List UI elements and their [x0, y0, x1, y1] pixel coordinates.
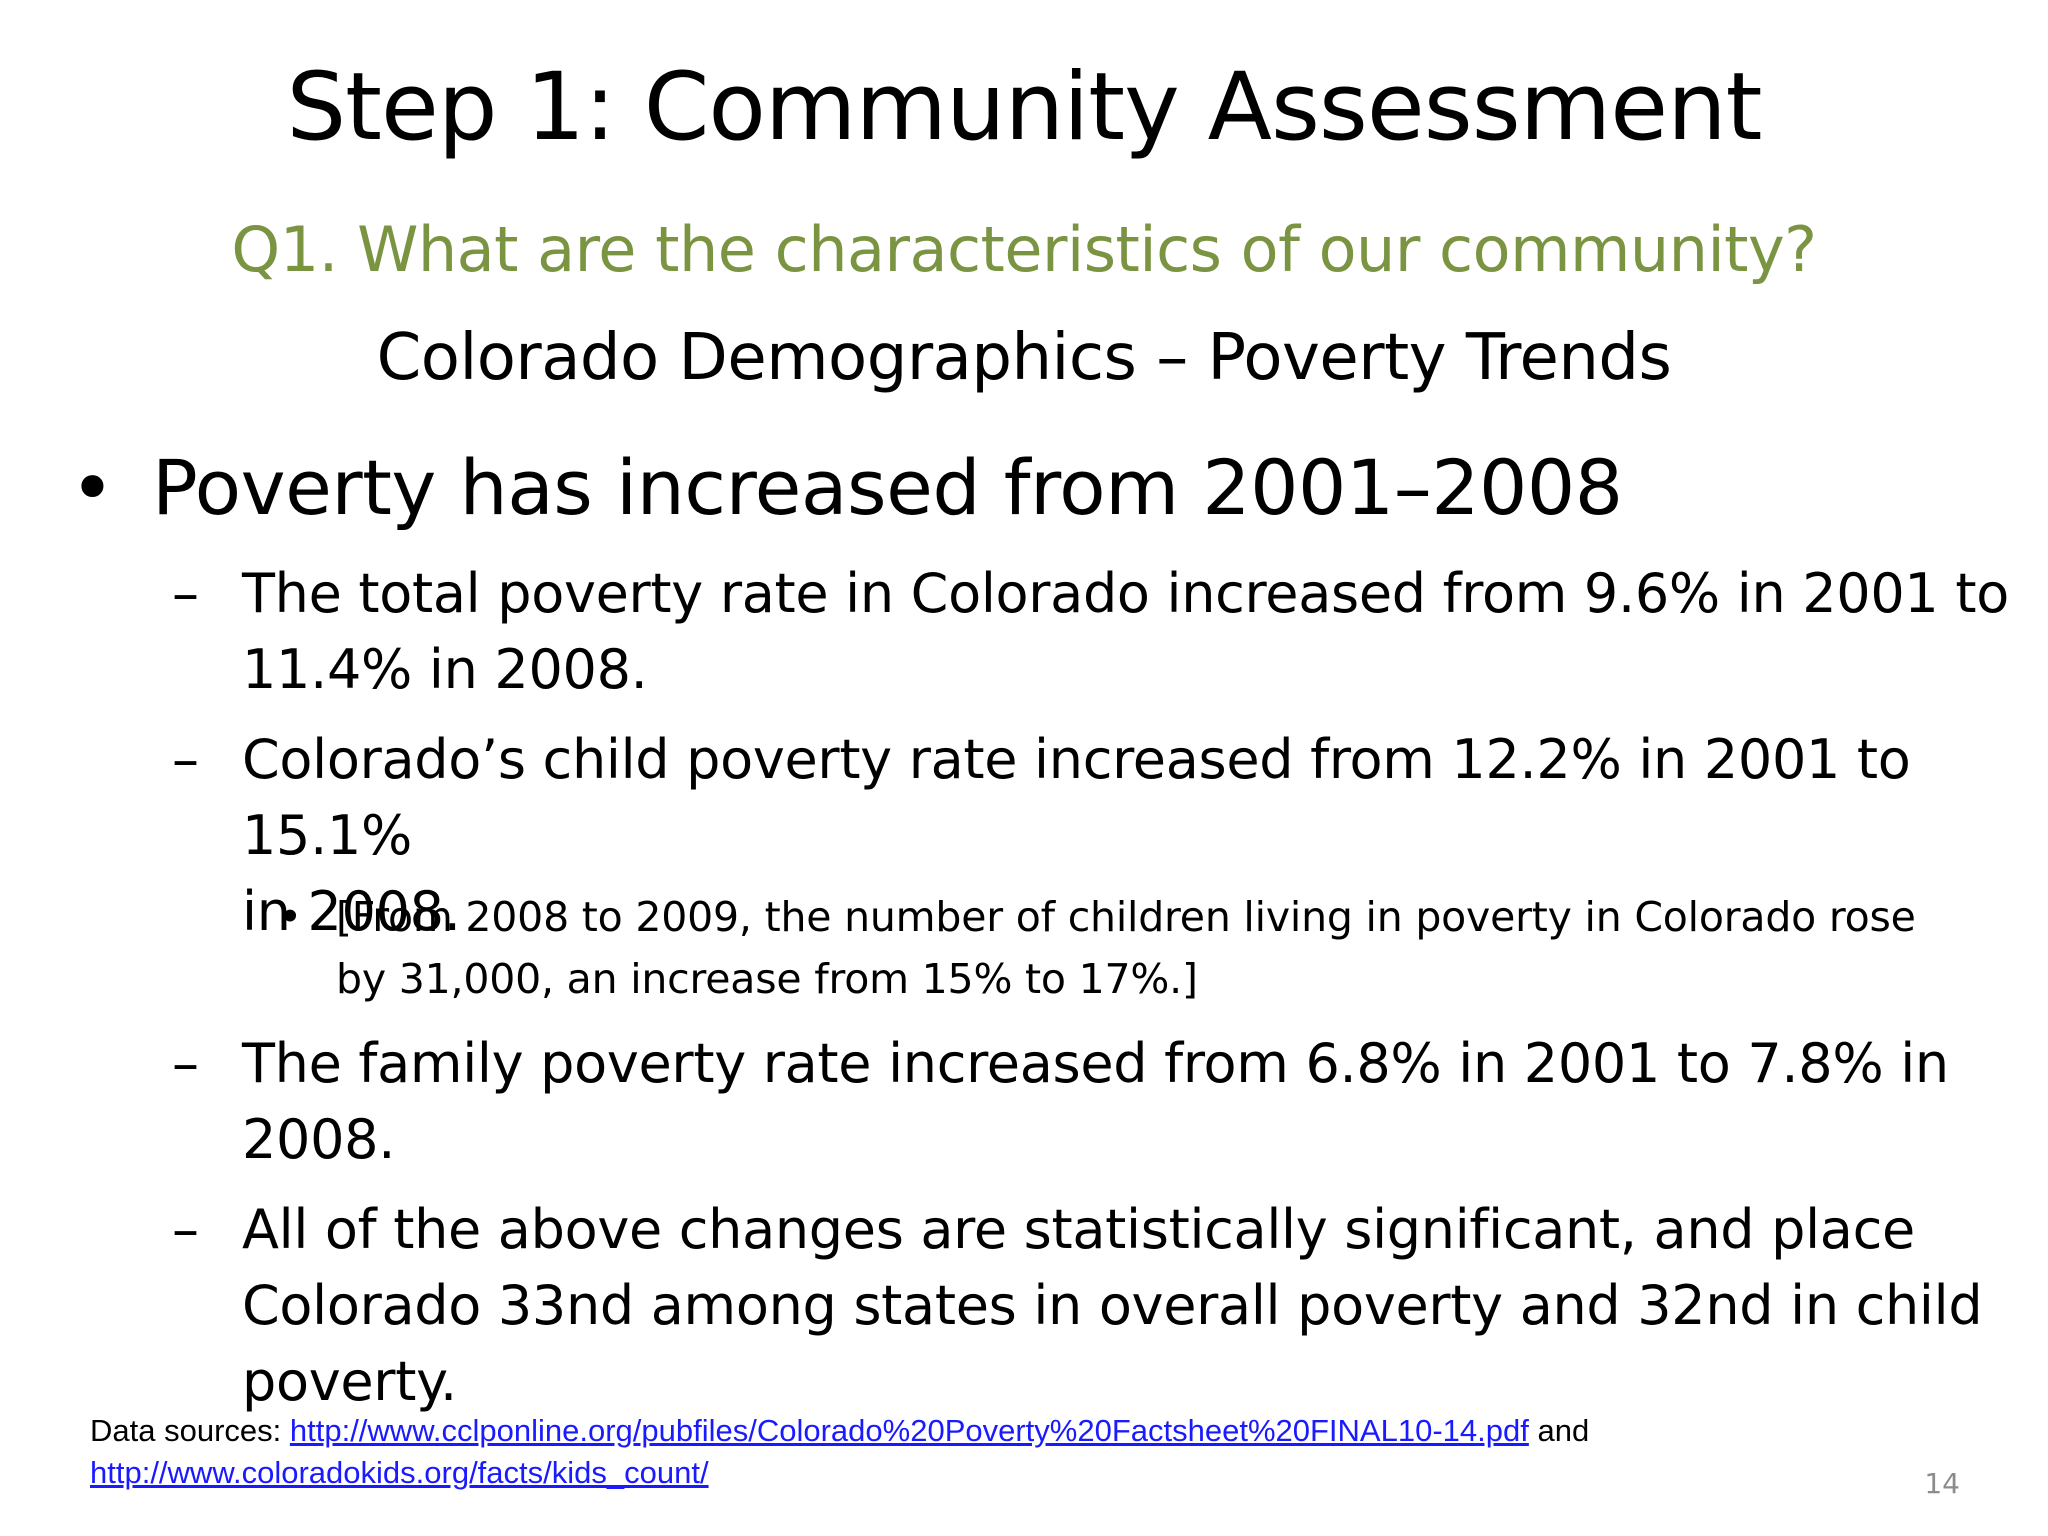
dash-marker: –	[172, 562, 199, 625]
slide-title: Step 1: Community Assessment	[286, 53, 1762, 162]
page-number: 14	[1924, 1467, 1960, 1500]
bullet-marker: •	[278, 893, 302, 941]
sub-bullet-line: 11.4% in 2008.	[242, 638, 648, 701]
sub-bullet-line: Colorado’s child poverty rate increased …	[242, 728, 1911, 867]
nested-bullet-line: by 31,000, an increase from 15% to 17%.]	[336, 955, 1198, 1003]
section-heading: Colorado Demographics – Poverty Trends	[376, 321, 1672, 395]
sub-bullet-line: All of the above changes are statistical…	[242, 1198, 1915, 1261]
dash-marker: –	[172, 728, 199, 791]
sub-bullet-line: 2008.	[242, 1108, 396, 1171]
slide-subtitle: Q1. What are the characteristics of our …	[231, 213, 1817, 286]
sub-bullet-line: Colorado 33nd among states in overall po…	[242, 1274, 1983, 1337]
main-bullet-text: Poverty has increased from 2001–2008	[152, 443, 1623, 532]
nested-bullet-line: [From 2008 to 2009, the number of childr…	[336, 893, 1916, 941]
bullet-marker: •	[70, 443, 115, 532]
data-sources-label: Data sources:	[90, 1413, 290, 1448]
coloradokids-link[interactable]: http://www.coloradokids.org/facts/kids_c…	[90, 1455, 709, 1490]
sub-bullet-line: poverty.	[242, 1350, 457, 1413]
sub-bullet-line: The family poverty rate increased from 6…	[242, 1032, 1949, 1095]
sub-bullet-line: in 2008.	[242, 880, 461, 943]
dash-marker: –	[172, 1032, 199, 1095]
sub-bullet-line: The total poverty rate in Colorado incre…	[242, 562, 2009, 625]
data-sources: Data sources: http://www.cclponline.org/…	[90, 1410, 1890, 1494]
cclp-factsheet-link[interactable]: http://www.cclponline.org/pubfiles/Color…	[289, 1413, 1529, 1448]
dash-marker: –	[172, 1198, 199, 1261]
data-sources-conjunction: and	[1528, 1413, 1590, 1448]
